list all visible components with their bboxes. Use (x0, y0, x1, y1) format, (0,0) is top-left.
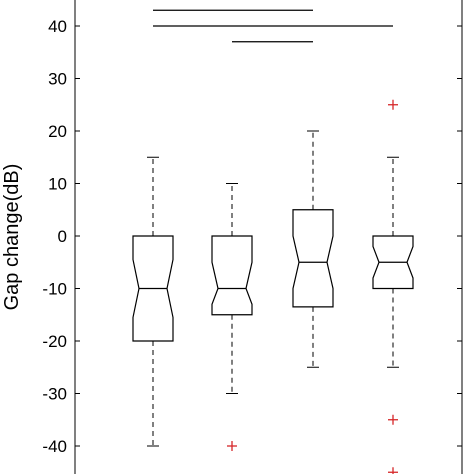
notched-box (211, 235, 253, 316)
significance-bars (153, 9, 393, 43)
y-tick-label: -10 (42, 280, 67, 299)
outlier-marker (388, 467, 398, 474)
y-tick-label: 20 (48, 122, 67, 141)
outlier-marker (227, 441, 237, 451)
box-3 (292, 130, 334, 368)
notched-box (132, 235, 174, 342)
y-tick-label: -30 (42, 385, 67, 404)
notched-box (372, 235, 414, 290)
box-group (132, 99, 414, 474)
y-tick-label: 40 (48, 17, 67, 36)
y-axis-label: Gap change(dB) (1, 164, 23, 311)
outlier-marker (388, 414, 398, 425)
y-axis: 40 30 20 10 0 -10 -20 -30 -40 (42, 0, 463, 474)
y-tick-label: 10 (48, 175, 67, 194)
y-tick-label: -40 (42, 437, 67, 456)
notched-box (292, 209, 334, 308)
box-1 (132, 156, 174, 447)
y-tick-label: -20 (42, 332, 67, 351)
box-4 (372, 99, 414, 474)
y-tick-label: 0 (58, 227, 67, 246)
y-tick-label: 30 (48, 70, 67, 89)
outlier-marker (388, 99, 398, 110)
box-2 (211, 183, 253, 451)
